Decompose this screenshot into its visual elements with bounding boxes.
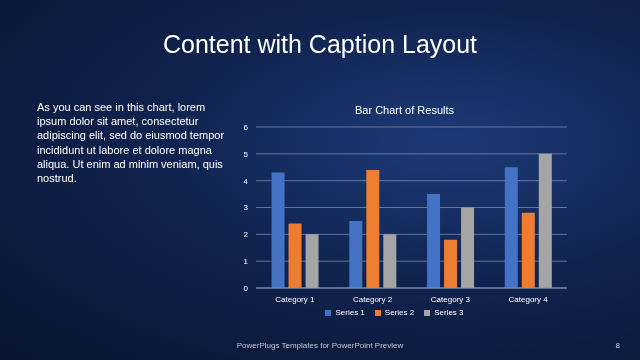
svg-text:1: 1	[244, 257, 249, 266]
html-text:Series 3: Series 3	[434, 308, 464, 317]
html-text:As you can see in this chart,: As you can see in this chart, lorem ipsu…	[37, 101, 225, 184]
svg-text:4: 4	[244, 177, 249, 186]
svg-text:Category 1: Category 1	[275, 295, 315, 304]
html-text:Series 2: Series 2	[384, 308, 415, 317]
html-text:Content with Caption Layout: Content with Caption Layout	[163, 30, 477, 58]
svg-text:Category 3: Category 3	[431, 295, 471, 304]
svg-text:6: 6	[244, 123, 249, 132]
svg-text:Category 4: Category 4	[509, 295, 549, 304]
svg-text:0: 0	[244, 284, 249, 293]
html-text:Bar Chart of Results: Bar Chart of Results	[355, 104, 454, 116]
html-text:PowerPlugs Templates for Power: PowerPlugs Templates for PowerPoint Prev…	[236, 341, 404, 350]
svg-text:Category 2: Category 2	[353, 295, 393, 304]
html-text:Series 1: Series 1	[335, 308, 365, 317]
svg-text:3: 3	[244, 203, 249, 212]
svg-text:5: 5	[244, 150, 249, 159]
html-text:8: 8	[615, 341, 620, 350]
svg-text:2: 2	[244, 230, 249, 239]
